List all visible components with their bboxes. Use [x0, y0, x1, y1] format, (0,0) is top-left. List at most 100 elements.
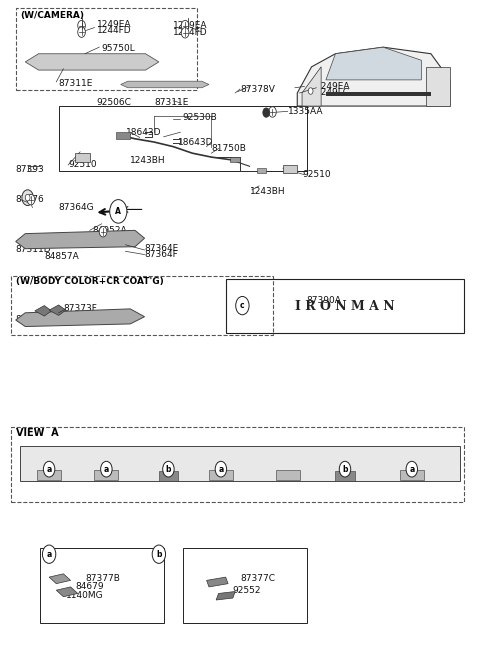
Circle shape: [163, 461, 174, 477]
Polygon shape: [302, 67, 321, 106]
Circle shape: [215, 461, 227, 477]
Text: 87311E: 87311E: [154, 99, 189, 107]
Circle shape: [406, 461, 418, 477]
Polygon shape: [116, 132, 130, 139]
Polygon shape: [276, 470, 300, 480]
Text: 87377B: 87377B: [85, 574, 120, 583]
Text: 1249EA: 1249EA: [316, 82, 351, 91]
Polygon shape: [206, 577, 228, 587]
Polygon shape: [56, 587, 78, 597]
Polygon shape: [230, 157, 240, 162]
Text: 92552: 92552: [233, 585, 261, 595]
Polygon shape: [75, 153, 90, 162]
Polygon shape: [283, 165, 297, 173]
Polygon shape: [35, 306, 51, 316]
Bar: [39, 548, 164, 623]
Text: a: a: [409, 464, 414, 474]
Polygon shape: [216, 591, 235, 600]
Text: b: b: [156, 550, 162, 558]
Circle shape: [101, 461, 112, 477]
Circle shape: [43, 461, 55, 477]
Circle shape: [42, 545, 56, 563]
Circle shape: [78, 27, 85, 37]
Polygon shape: [95, 470, 118, 480]
Bar: [183, 548, 307, 623]
Text: I R O N M A N: I R O N M A N: [295, 300, 395, 313]
Text: 1140MG: 1140MG: [66, 591, 103, 600]
Circle shape: [263, 108, 270, 117]
Circle shape: [110, 200, 127, 223]
Text: 92530B: 92530B: [183, 113, 217, 122]
Polygon shape: [336, 471, 355, 481]
Text: a: a: [47, 550, 52, 558]
Circle shape: [308, 88, 313, 95]
Text: 87311D: 87311D: [16, 315, 51, 325]
Circle shape: [269, 106, 276, 117]
Text: 87311D: 87311D: [16, 246, 51, 254]
Text: b: b: [342, 464, 348, 474]
Bar: [11, 426, 464, 502]
Text: 87364F: 87364F: [144, 250, 178, 259]
Text: 84679: 84679: [75, 582, 104, 591]
Text: 92506C: 92506C: [97, 99, 132, 107]
Polygon shape: [326, 47, 421, 80]
Text: 1249EA: 1249EA: [173, 21, 208, 30]
Text: (W/BODY COLOR+CR COAT'G): (W/BODY COLOR+CR COAT'G): [16, 277, 164, 286]
Polygon shape: [426, 67, 450, 106]
Text: b: b: [166, 464, 171, 474]
Text: 87376: 87376: [16, 195, 45, 204]
Text: 87364G: 87364G: [59, 203, 94, 212]
Text: a: a: [47, 464, 52, 474]
Text: c: c: [240, 301, 245, 310]
Polygon shape: [25, 54, 159, 70]
Text: 18643D: 18643D: [178, 137, 214, 147]
Bar: [11, 276, 274, 335]
Text: 87373F: 87373F: [63, 304, 97, 313]
Text: 87393: 87393: [16, 165, 45, 174]
Text: 92510: 92510: [302, 170, 331, 179]
Polygon shape: [297, 47, 450, 106]
Text: 1249LC: 1249LC: [316, 89, 350, 97]
Text: 87390A: 87390A: [307, 296, 342, 305]
Polygon shape: [120, 81, 209, 88]
Text: (W/CAMERA): (W/CAMERA): [21, 11, 84, 20]
Text: 18643D: 18643D: [125, 127, 161, 137]
Text: 1243BH: 1243BH: [250, 187, 285, 196]
Text: 87311E: 87311E: [59, 79, 93, 87]
Polygon shape: [400, 470, 424, 480]
Circle shape: [181, 28, 189, 38]
Text: 87364E: 87364E: [144, 244, 179, 252]
Polygon shape: [21, 446, 459, 481]
Text: 1335AA: 1335AA: [288, 107, 323, 116]
Bar: [59, 106, 307, 171]
Polygon shape: [37, 470, 61, 480]
Text: a: a: [218, 464, 224, 474]
Circle shape: [152, 545, 166, 563]
Text: 84857A: 84857A: [44, 252, 79, 261]
Polygon shape: [49, 574, 71, 583]
Text: 1244FD: 1244FD: [97, 26, 132, 35]
Circle shape: [236, 296, 249, 315]
Polygon shape: [16, 309, 144, 327]
Circle shape: [27, 194, 35, 205]
Polygon shape: [326, 92, 431, 97]
Text: 92510: 92510: [68, 160, 97, 170]
Bar: [226, 279, 464, 333]
Polygon shape: [16, 231, 144, 249]
Text: 1249EA: 1249EA: [97, 20, 132, 29]
Text: 87378V: 87378V: [240, 85, 275, 94]
Circle shape: [25, 194, 30, 201]
Polygon shape: [159, 471, 178, 481]
Text: 81750B: 81750B: [211, 144, 246, 153]
Circle shape: [22, 190, 34, 206]
Text: VIEW  A: VIEW A: [16, 428, 59, 438]
Text: 95750L: 95750L: [102, 44, 135, 53]
Circle shape: [78, 20, 85, 31]
Polygon shape: [257, 168, 266, 173]
Circle shape: [339, 461, 351, 477]
Text: 84952A: 84952A: [92, 226, 127, 235]
Polygon shape: [209, 470, 233, 480]
Text: 1243BH: 1243BH: [130, 156, 166, 165]
Text: 1244FD: 1244FD: [173, 28, 208, 37]
Polygon shape: [49, 305, 66, 315]
